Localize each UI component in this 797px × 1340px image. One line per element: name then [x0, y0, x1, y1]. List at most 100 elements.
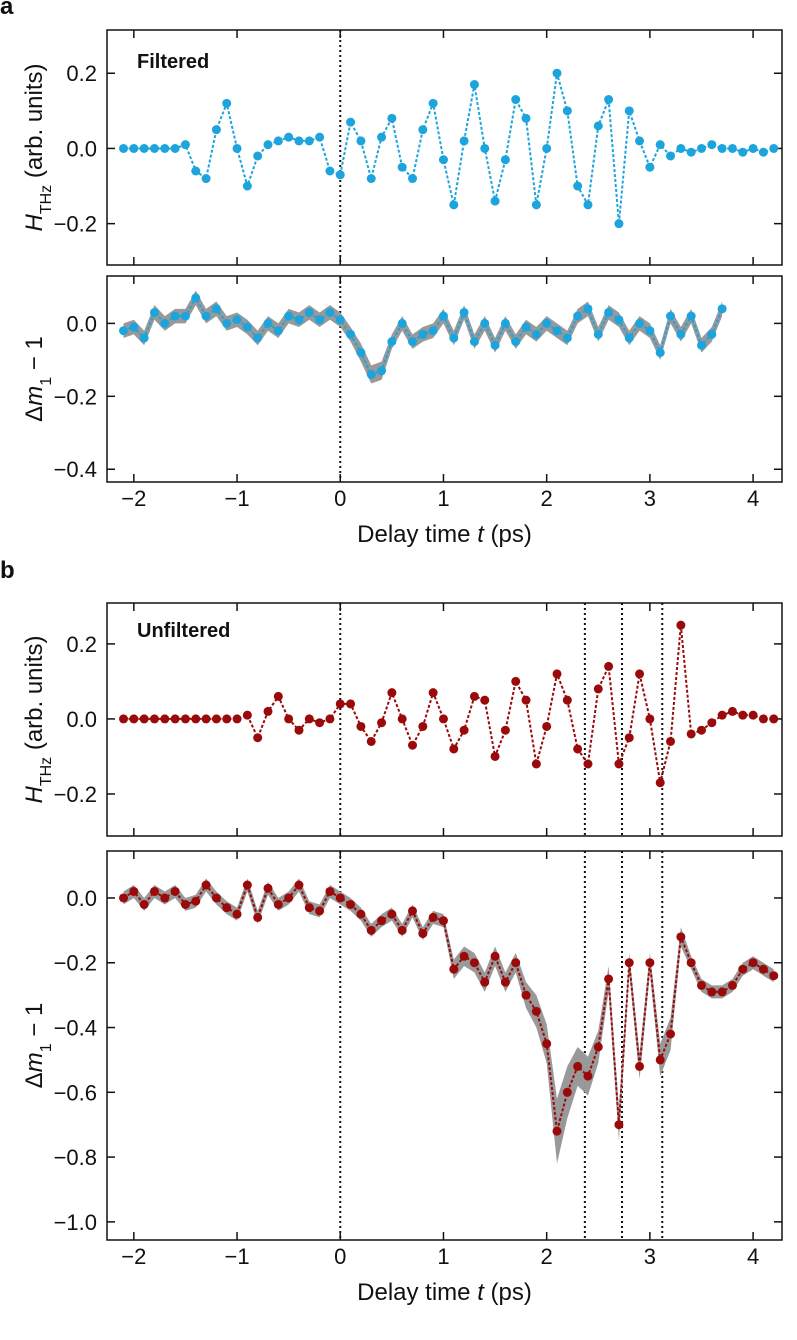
data-point — [129, 714, 139, 724]
x-axis-label: Delay time t (ps) — [357, 1279, 532, 1306]
data-point — [542, 721, 552, 731]
data-point — [129, 886, 139, 896]
data-point — [346, 899, 356, 909]
y-tick-label: 0.0 — [66, 886, 97, 911]
data-point — [356, 909, 366, 919]
data-point — [304, 307, 314, 317]
y-tick-label: −0.2 — [54, 782, 97, 807]
data-point — [696, 980, 706, 990]
y-tick-label: −0.4 — [54, 457, 97, 482]
data-point — [139, 143, 149, 153]
data-point — [304, 136, 314, 146]
data-point — [149, 143, 159, 153]
data-point — [253, 151, 263, 161]
data-point — [449, 333, 459, 343]
data-point — [408, 906, 418, 916]
x-axis-label-part: Delay time — [357, 1279, 477, 1306]
data-point — [655, 778, 665, 788]
data-point — [769, 714, 779, 724]
data-point — [593, 684, 603, 694]
data-point — [294, 880, 304, 890]
data-point — [211, 304, 221, 314]
data-point — [500, 725, 510, 735]
data-point — [346, 117, 356, 127]
data-point — [418, 929, 428, 939]
data-point — [593, 1042, 603, 1052]
plot-frame — [106, 275, 783, 483]
data-point — [449, 964, 459, 974]
x-tick-label: 3 — [644, 486, 656, 511]
data-point — [645, 714, 655, 724]
data-point — [253, 333, 263, 343]
data-point — [521, 990, 531, 1000]
y-axis-label-part: THz — [38, 185, 55, 214]
x-axis-label-part: t — [477, 1279, 485, 1306]
data-point — [284, 132, 294, 142]
x-tick-label: −1 — [224, 486, 249, 511]
data-point — [717, 304, 727, 314]
data-point — [387, 337, 397, 347]
y-axis-label-part: Δ — [21, 1072, 48, 1088]
data-point — [222, 903, 232, 913]
data-point — [387, 113, 397, 123]
data-point — [511, 958, 521, 968]
data-point — [727, 706, 737, 716]
data-point — [758, 147, 768, 157]
data-point — [583, 304, 593, 314]
data-point — [583, 1071, 593, 1081]
data-point — [604, 307, 614, 317]
data-point — [459, 725, 469, 735]
x-tick-label: 2 — [541, 486, 553, 511]
data-point — [397, 318, 407, 328]
x-tick-label: 2 — [541, 1244, 553, 1269]
data-point — [614, 219, 624, 229]
data-point — [666, 151, 676, 161]
data-point — [428, 688, 438, 698]
data-point — [573, 181, 583, 191]
data-point — [294, 315, 304, 325]
x-tick-label: 4 — [747, 1244, 759, 1269]
data-point — [500, 155, 510, 165]
data-point — [366, 369, 376, 379]
data-point — [511, 95, 521, 105]
data-point — [562, 106, 572, 116]
data-point — [769, 143, 779, 153]
data-point — [738, 147, 748, 157]
data-point — [160, 893, 170, 903]
data-point — [325, 886, 335, 896]
data-point — [748, 958, 758, 968]
data-point — [315, 315, 325, 325]
data-point — [707, 140, 717, 150]
data-point — [315, 718, 325, 728]
data-point — [707, 987, 717, 997]
data-point — [738, 710, 748, 720]
data-point — [191, 714, 201, 724]
data-point — [232, 143, 242, 153]
data-point — [686, 729, 696, 739]
data-point — [655, 348, 665, 358]
data-point — [273, 691, 283, 701]
y-axis-label-part: m — [21, 1052, 48, 1072]
data-point — [573, 311, 583, 321]
y-axis-label-part: − 1 — [21, 336, 48, 377]
data-point — [459, 951, 469, 961]
data-point — [170, 311, 180, 321]
data-point — [521, 695, 531, 705]
x-axis-label-part: (ps) — [484, 1279, 532, 1306]
data-point — [738, 964, 748, 974]
y-axis-label-part: 1 — [38, 377, 55, 386]
plot-frame — [106, 850, 783, 1241]
data-point — [614, 315, 624, 325]
y-tick-label: 0.0 — [66, 707, 97, 732]
data-point — [346, 329, 356, 339]
data-point — [480, 695, 490, 705]
data-point — [129, 322, 139, 332]
y-axis-label-part: (arb. units) — [21, 63, 48, 184]
data-point — [397, 162, 407, 172]
data-point — [335, 315, 345, 325]
data-point — [428, 326, 438, 336]
data-point — [666, 311, 676, 321]
data-point — [748, 710, 758, 720]
data-point — [356, 136, 366, 146]
